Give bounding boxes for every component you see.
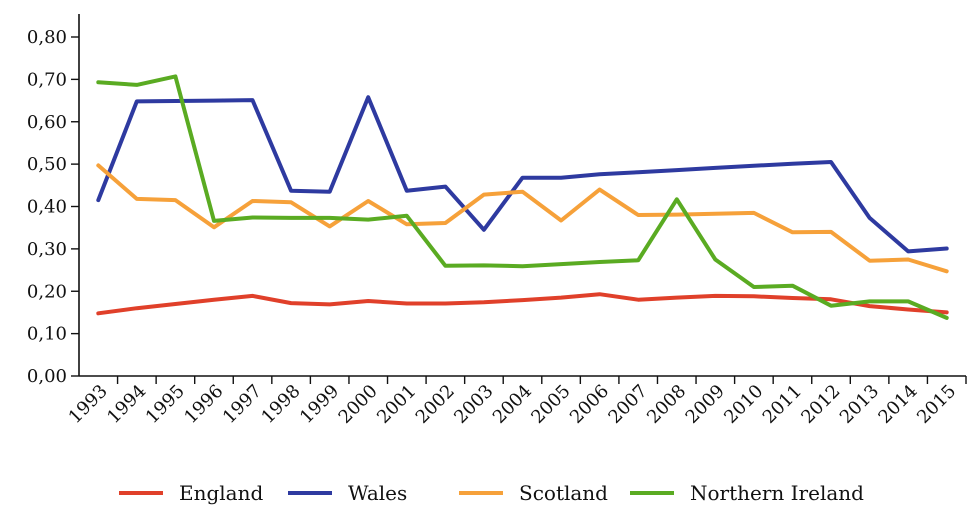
series-line-northern-ireland (96, 74, 949, 320)
y-tick-label: 0,00 (27, 366, 67, 387)
y-tick-label: 0,70 (27, 69, 67, 90)
x-tick-label: 1998 (257, 381, 304, 428)
x-tick-label: 1995 (142, 381, 189, 428)
x-tick-label: 2015 (913, 381, 960, 428)
x-tick-label: 1993 (65, 381, 112, 428)
x-tick-label: 1994 (103, 381, 150, 428)
legend-label-scotland: Scotland (519, 481, 608, 505)
y-tick-label: 0,30 (27, 239, 67, 260)
x-tick-label: 2000 (335, 381, 382, 428)
y-tick-label: 0,60 (27, 112, 67, 133)
legend: England Wales Scotland Northern Ireland (119, 481, 864, 505)
legend-label-england: England (179, 481, 263, 505)
x-tick-label: 2002 (412, 381, 459, 428)
x-tick-label: 2010 (720, 381, 767, 428)
series-line-england (96, 292, 949, 316)
legend-label-northern-ireland: Northern Ireland (690, 481, 864, 505)
x-tick-label: 2014 (874, 381, 921, 428)
series-line-wales (96, 95, 949, 254)
x-tick-label: 2007 (604, 381, 651, 428)
y-axis-ticks: 0,00 0,10 0,20 0,30 0,40 0,50 0,60 0,70 0,80 (27, 27, 79, 387)
x-tick-label: 2003 (450, 381, 497, 428)
y-tick-label: 0,20 (27, 281, 67, 302)
x-tick-label: 2001 (373, 381, 420, 428)
y-tick-label: 0,50 (27, 154, 67, 175)
x-tick-label: 1996 (180, 381, 227, 428)
x-tick-label: 2008 (643, 381, 690, 428)
x-tick-label: 2004 (489, 381, 536, 428)
x-tick-label: 2009 (682, 381, 729, 428)
y-tick-label: 0,80 (27, 27, 67, 48)
x-tick-label: 2011 (759, 381, 806, 428)
x-tick-label: 2005 (527, 381, 574, 428)
x-tick-label: 2012 (797, 381, 844, 428)
x-axis-ticks: 1993199419951996199719981999200020012002… (65, 376, 967, 428)
x-tick-label: 2006 (566, 381, 613, 428)
x-tick-label: 1999 (296, 381, 343, 428)
x-tick-label: 2013 (836, 381, 883, 428)
y-tick-label: 0,40 (27, 197, 67, 218)
y-tick-label: 0,10 (27, 324, 67, 345)
x-tick-label: 1997 (219, 381, 266, 428)
series-lines (96, 74, 949, 320)
legend-label-wales: Wales (348, 481, 407, 505)
series-line-scotland (96, 163, 949, 274)
